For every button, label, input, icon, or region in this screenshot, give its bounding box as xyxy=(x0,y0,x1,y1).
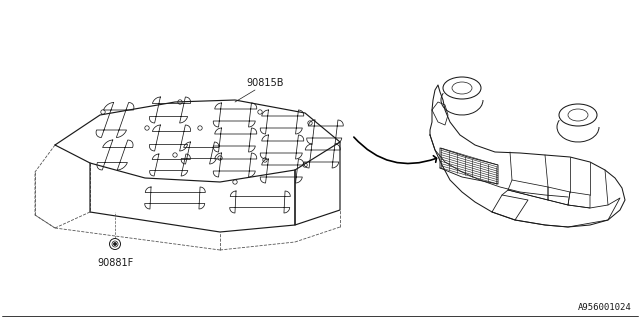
Text: 90815B: 90815B xyxy=(246,78,284,88)
Text: A956001024: A956001024 xyxy=(579,303,632,312)
Circle shape xyxy=(114,243,116,245)
Text: 90881F: 90881F xyxy=(97,258,133,268)
